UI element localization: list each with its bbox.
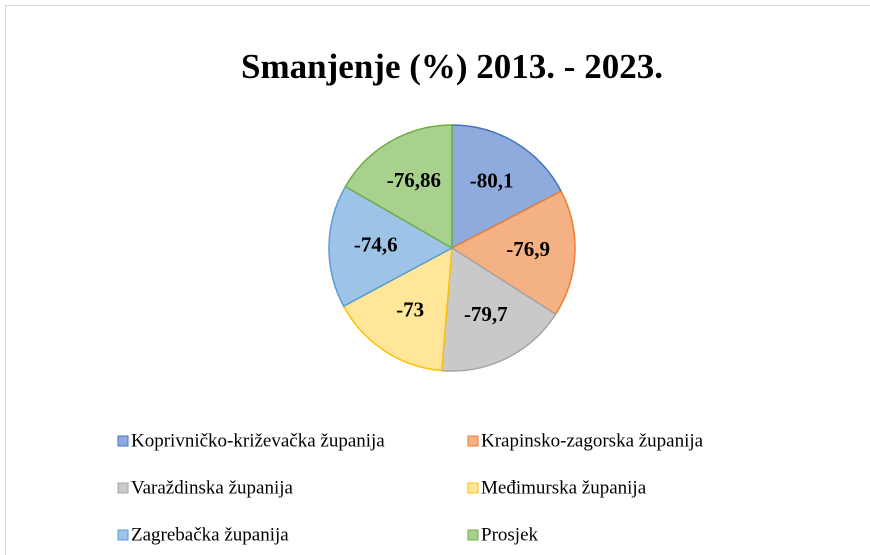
data-label: -79,7 xyxy=(464,302,508,326)
pie-slice xyxy=(342,246,453,372)
data-label: -76,9 xyxy=(506,237,550,261)
legend-swatch xyxy=(467,529,479,541)
legend-label: Prosjek xyxy=(481,524,539,545)
data-label: -73 xyxy=(396,298,424,322)
pie-slice xyxy=(451,124,563,250)
legend-swatch xyxy=(467,435,479,447)
pie-slice xyxy=(344,124,453,250)
data-label: -74,6 xyxy=(354,233,398,257)
data-label: -80,1 xyxy=(470,169,514,193)
legend-swatch xyxy=(117,529,129,541)
pie-slice xyxy=(328,185,454,308)
pie-slice xyxy=(440,246,557,372)
legend-swatch xyxy=(467,482,479,494)
legend-label: Koprivničko-križevačka županija xyxy=(131,430,385,451)
legend-label: Krapinsko-zagorska županija xyxy=(481,430,704,451)
legend-swatch xyxy=(117,435,129,447)
legend-label: Zagrebačka županija xyxy=(131,524,289,545)
legend-swatch xyxy=(117,482,129,494)
chart-title: Smanjenje (%) 2013. - 2023. xyxy=(241,47,663,86)
legend-label: Varaždinska županija xyxy=(131,477,294,498)
pie-slice xyxy=(450,190,576,316)
legend-label: Međimurska županija xyxy=(481,477,647,498)
data-label: -76,86 xyxy=(387,168,441,192)
